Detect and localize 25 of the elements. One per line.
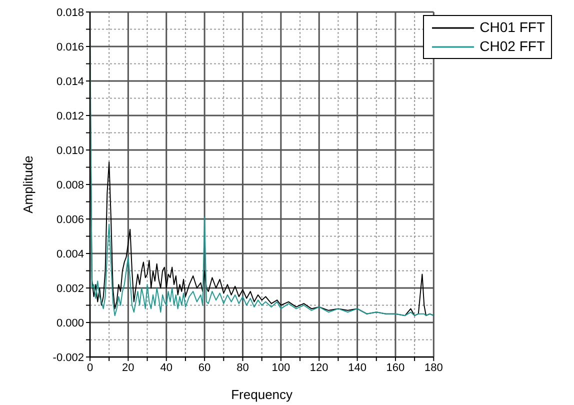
x-tick-label: 140 bbox=[348, 362, 366, 374]
legend-label: CH02 FFT bbox=[480, 37, 545, 56]
y-tick-label: 0.018 bbox=[56, 6, 84, 19]
y-tick-label: 0.006 bbox=[56, 214, 84, 226]
y-tick-label: 0.016 bbox=[56, 41, 84, 54]
x-tick-label: 100 bbox=[272, 362, 290, 374]
x-tick-label: 120 bbox=[310, 362, 328, 374]
x-tick-label: 20 bbox=[122, 362, 134, 374]
x-tick-label: 40 bbox=[160, 362, 172, 374]
x-tick-label: 180 bbox=[424, 362, 443, 374]
y-tick-label: -0.002 bbox=[52, 352, 84, 364]
x-tick-label: 60 bbox=[198, 362, 211, 374]
y-tick-label: 0.008 bbox=[56, 179, 84, 192]
x-tick-label: 80 bbox=[236, 362, 249, 374]
y-tick-label: 0.014 bbox=[56, 76, 84, 88]
y-tick-label: 0.012 bbox=[56, 110, 84, 122]
y-tick-label: 0.004 bbox=[56, 248, 84, 260]
y-tick-label: 0.010 bbox=[56, 144, 84, 157]
x-tick-label: 0 bbox=[86, 362, 94, 374]
x-axis-title: Frequency bbox=[231, 387, 294, 402]
y-axis-title: Amplitude bbox=[20, 156, 36, 214]
x-tick-label: 160 bbox=[386, 362, 405, 374]
y-tick-label: 0.000 bbox=[56, 317, 84, 330]
y-tick-label: 0.002 bbox=[56, 282, 84, 295]
legend-label: CH01 FFT bbox=[480, 18, 545, 37]
